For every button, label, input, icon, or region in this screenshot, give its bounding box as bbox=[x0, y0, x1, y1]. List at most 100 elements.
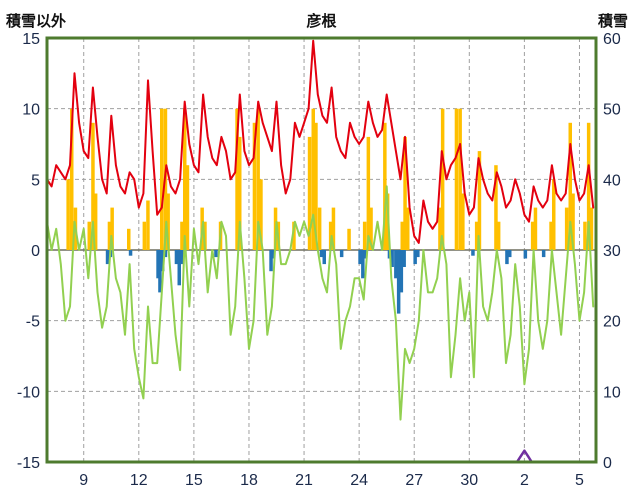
left-axis-tick-label: 10 bbox=[22, 102, 40, 119]
blue-bars-precipitation bbox=[163, 250, 168, 258]
right-axis-title: 積雪 bbox=[597, 13, 628, 30]
blue-bars-precipitation bbox=[471, 250, 475, 256]
blue-bars-precipitation bbox=[508, 250, 512, 258]
orange-bars-sunshine bbox=[438, 207, 442, 250]
orange-bars-sunshine bbox=[180, 221, 184, 250]
orange-bars-sunshine bbox=[314, 122, 318, 250]
orange-bars-sunshine bbox=[146, 200, 150, 250]
orange-bars-sunshine bbox=[589, 207, 594, 250]
right-axis-tick-label: 20 bbox=[603, 314, 621, 331]
blue-bars-precipitation bbox=[269, 250, 273, 272]
x-axis-tick-label: 15 bbox=[185, 472, 203, 489]
orange-bars-sunshine bbox=[400, 221, 404, 250]
chart-title: 彦根 bbox=[306, 13, 337, 30]
orange-bars-sunshine bbox=[166, 193, 170, 250]
blue-bars-precipitation bbox=[156, 250, 160, 279]
orange-bars-sunshine bbox=[533, 207, 538, 250]
orange-bars-sunshine bbox=[586, 122, 591, 250]
blue-bars-precipitation bbox=[180, 250, 184, 265]
orange-bars-sunshine bbox=[317, 207, 322, 250]
blue-bars-precipitation bbox=[390, 250, 394, 267]
green-line-low-temperature bbox=[46, 185, 595, 421]
orange-bars-sunshine bbox=[552, 179, 556, 250]
orange-bars-sunshine bbox=[70, 108, 74, 250]
left-axis-tick-label: 15 bbox=[22, 31, 40, 48]
orange-bars-sunshine bbox=[369, 207, 373, 250]
blue-bars-precipitation bbox=[523, 250, 528, 259]
blue-bars-precipitation bbox=[158, 250, 162, 293]
left-axis-tick-label: 0 bbox=[31, 243, 40, 260]
orange-bars-sunshine bbox=[238, 136, 242, 250]
right-axis-tick-label: 60 bbox=[603, 31, 621, 48]
orange-bars-sunshine bbox=[331, 207, 336, 250]
orange-bars-sunshine bbox=[142, 221, 147, 250]
orange-bars-sunshine bbox=[160, 108, 164, 250]
orange-bars-sunshine bbox=[461, 193, 465, 250]
x-axis-tick-label: 18 bbox=[240, 472, 258, 489]
orange-bars-sunshine bbox=[259, 179, 263, 250]
orange-bars-sunshine bbox=[583, 221, 587, 250]
orange-bars-sunshine bbox=[307, 136, 312, 250]
x-axis-tick-label: 30 bbox=[460, 472, 478, 489]
blue-bars-precipitation bbox=[339, 250, 344, 258]
blue-bars-precipitation bbox=[214, 250, 218, 258]
blue-bars-precipitation bbox=[105, 250, 110, 265]
blue-bars-precipitation bbox=[177, 250, 181, 286]
right-axis-tick-label: 0 bbox=[603, 455, 612, 472]
snow-depth-purple-line bbox=[45, 449, 597, 464]
orange-bars-sunshine bbox=[477, 151, 482, 250]
orange-bars-sunshine bbox=[183, 108, 187, 250]
orange-bars-sunshine bbox=[454, 108, 459, 250]
blue-bars-precipitation bbox=[358, 250, 362, 265]
orange-bars-sunshine bbox=[93, 193, 98, 250]
x-axis-tick-label: 9 bbox=[79, 472, 88, 489]
blue-bars-precipitation bbox=[322, 250, 326, 265]
orange-bars-sunshine bbox=[347, 228, 351, 250]
x-axis-tick-label: 2 bbox=[520, 472, 529, 489]
orange-bars-sunshine bbox=[66, 179, 70, 250]
orange-bars-sunshine bbox=[91, 122, 95, 250]
left-axis-title: 積雪以外 bbox=[6, 13, 67, 30]
orange-bars-sunshine bbox=[362, 221, 367, 250]
blue-bars-precipitation bbox=[396, 250, 401, 314]
blue-bars-precipitation bbox=[128, 250, 133, 256]
orange-bars-sunshine bbox=[440, 108, 445, 250]
orange-bars-sunshine bbox=[458, 108, 462, 250]
orange-bars-sunshine bbox=[494, 165, 498, 250]
right-axis-tick-label: 30 bbox=[603, 243, 621, 260]
orange-bars-sunshine bbox=[235, 108, 239, 250]
orange-bars-sunshine bbox=[110, 207, 114, 250]
blue-bars-precipitation bbox=[363, 250, 368, 259]
blue-bars-precipitation bbox=[319, 250, 324, 258]
orange-bars-sunshine bbox=[406, 207, 410, 250]
orange-bars-sunshine bbox=[496, 221, 501, 250]
orange-bars-sunshine bbox=[571, 193, 575, 250]
blue-bars-precipitation bbox=[541, 250, 546, 258]
blue-bars-precipitation bbox=[402, 250, 406, 267]
orange-bars-sunshine bbox=[474, 221, 479, 250]
orange-bars-sunshine bbox=[366, 136, 371, 250]
blue-bars-precipitation bbox=[160, 250, 165, 272]
orange-bars-sunshine bbox=[549, 221, 553, 250]
blue-bars-precipitation bbox=[413, 250, 417, 265]
x-axis-tick-label: 21 bbox=[295, 472, 313, 489]
x-axis-tick-label: 24 bbox=[350, 472, 368, 489]
orange-bars-sunshine bbox=[185, 165, 190, 250]
orange-bars-sunshine bbox=[568, 122, 572, 250]
blue-bars-precipitation bbox=[399, 250, 404, 293]
blue-bars-precipitation bbox=[394, 250, 398, 279]
blue-bars-precipitation bbox=[505, 250, 509, 265]
left-axis-tick-label: -5 bbox=[26, 314, 40, 331]
x-axis-tick-label: 5 bbox=[575, 472, 584, 489]
left-axis-tick-label: -15 bbox=[17, 455, 40, 472]
orange-bars-sunshine bbox=[403, 136, 407, 250]
left-axis-tick-label: -10 bbox=[17, 384, 40, 401]
left-axis-tick-label: 5 bbox=[31, 172, 40, 189]
right-axis-tick-label: 50 bbox=[603, 102, 621, 119]
right-axis-tick-label: 10 bbox=[603, 384, 621, 401]
orange-bars-sunshine bbox=[292, 221, 296, 250]
orange-bars-sunshine bbox=[383, 122, 387, 250]
orange-bars-sunshine bbox=[564, 207, 569, 250]
